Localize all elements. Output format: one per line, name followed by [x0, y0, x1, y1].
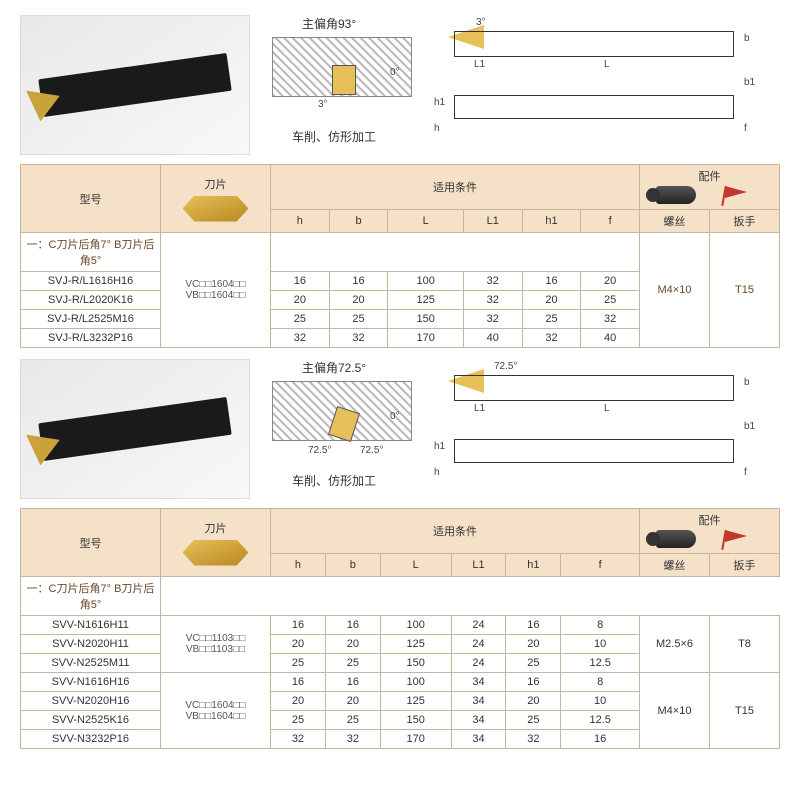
angle-label: 主偏角72.5°	[302, 359, 366, 376]
insert-in-work	[332, 65, 356, 95]
tool-holder-icon	[38, 53, 231, 117]
note-cell: 一：C刀片后角7° B刀片后角5°	[21, 233, 161, 272]
spec-table-2: 型号 刀片 适用条件 配件 h b L L1 h1 f 螺丝 扳手 一：C刀片后…	[20, 508, 780, 749]
wrench-flag-icon	[719, 186, 763, 206]
wrench-val: T15	[710, 233, 780, 348]
holder-side	[454, 439, 734, 463]
angle-diagram-2: 主偏角72.5° 72.5° 72.5° 0° 车削、仿形加工	[262, 359, 422, 499]
wrench-flag-icon	[719, 530, 763, 550]
holder-top	[454, 31, 734, 57]
table-row: SVV-N1616H11VC□□1103□□VB□□1103□□16161002…	[21, 616, 780, 635]
screw-val: M4×10	[640, 233, 710, 348]
screw-icon	[656, 530, 696, 548]
tool-holder-icon	[38, 397, 231, 461]
angle-label: 主偏角93°	[302, 15, 356, 32]
hdr-type: 型号	[21, 165, 161, 233]
section2-diagrams: 主偏角72.5° 72.5° 72.5° 0° 车削、仿形加工 72.5° L1…	[20, 354, 780, 504]
insert-codes-1: VC□□1604□□ VB□□1604□□	[161, 233, 271, 348]
ops-label: 车削、仿形加工	[292, 472, 376, 489]
holder-photo-1	[20, 15, 250, 155]
angle-diagram-1: 主偏角93° 3° 0° 车削、仿形加工	[262, 15, 422, 155]
hdr-cond: 适用条件	[271, 165, 640, 210]
screw-icon	[656, 186, 696, 204]
hdr-insert: 刀片	[161, 165, 271, 233]
hdr-acc: 配件	[640, 165, 780, 210]
holder-side	[454, 95, 734, 119]
spec-table-1: 型号 刀片 适用条件 配件 h b L L1 h1 f 螺丝 扳手 一：C刀片后…	[20, 164, 780, 348]
insert-shape-icon	[183, 196, 249, 222]
tech-drawing-2: 72.5° L1 L b h1 b1 h f	[434, 359, 780, 499]
holder-top	[454, 375, 734, 401]
tech-drawing-1: 3° L1 L b h1 b1 h f	[434, 15, 780, 155]
holder-photo-2	[20, 359, 250, 499]
ops-label: 车削、仿形加工	[292, 128, 376, 145]
table-row: SVV-N1616H16VC□□1604□□VB□□1604□□16161003…	[21, 673, 780, 692]
section1-diagrams: 主偏角93° 3° 0° 车削、仿形加工 3° L1 L b h1 b1 h f	[20, 10, 780, 160]
insert-shape-icon	[183, 540, 249, 566]
